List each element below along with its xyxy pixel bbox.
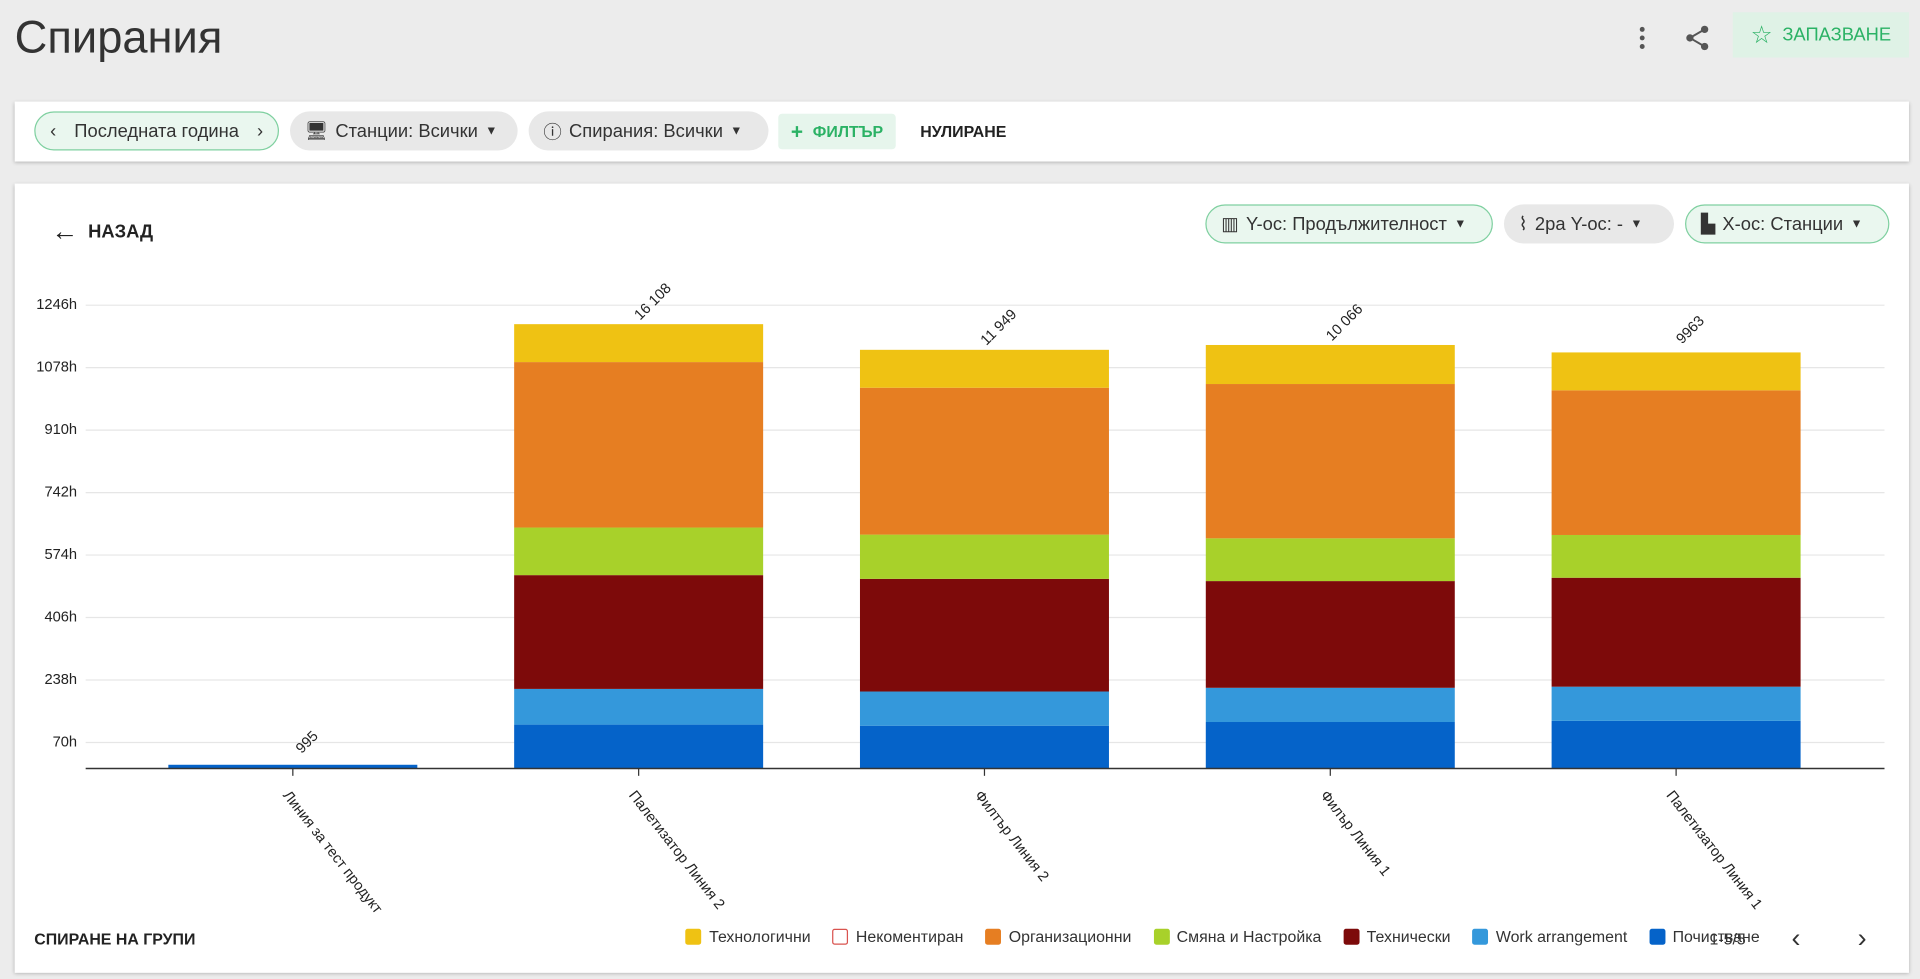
bar-segment xyxy=(514,527,764,576)
save-button[interactable]: ☆ ЗАПАЗВАНЕ xyxy=(1732,12,1909,58)
legend-swatch xyxy=(985,928,1002,945)
bar-segment xyxy=(859,387,1109,535)
bar-segment xyxy=(1551,720,1801,769)
legend-label: Work arrangement xyxy=(1495,927,1628,946)
more-icon[interactable] xyxy=(1630,24,1654,53)
bar-segment xyxy=(859,725,1109,769)
bar-segment xyxy=(1551,352,1801,391)
reset-label: НУЛИРАНЕ xyxy=(920,122,1007,141)
x-tick-label: Филър Линия 1 xyxy=(1317,788,1393,880)
save-label: ЗАПАЗВАНЕ xyxy=(1782,24,1892,46)
legend-label: Организационни xyxy=(1008,927,1132,946)
back-label: НАЗАД xyxy=(88,220,154,242)
bar-segment xyxy=(1205,344,1455,385)
y-axis-label: Y-ос: Продължителност xyxy=(1245,213,1447,235)
bar-segment xyxy=(1205,722,1455,769)
legend: Технологични Некоментиран Организационни См… xyxy=(685,927,1760,946)
reset-button[interactable]: НУЛИРАНЕ xyxy=(920,122,1006,140)
y2-axis-chip[interactable]: ⌇ 2ра Y-ос: - ▼ xyxy=(1503,204,1675,244)
total-label: 9963 xyxy=(1674,313,1708,347)
total-label: 995 xyxy=(293,728,322,757)
x-tick-label: Палетизатор Линия 1 xyxy=(1663,788,1765,913)
x-axis-label: X-ос: Станции xyxy=(1722,213,1844,235)
y-tick-label: 1078h xyxy=(36,360,77,376)
legend-swatch xyxy=(832,928,849,945)
page-title: Спирания xyxy=(14,12,223,63)
y-axis-chip[interactable]: ▥ Y-ос: Продължителност ▼ xyxy=(1205,204,1493,244)
total-label: 10 066 xyxy=(1323,301,1366,344)
stops-label: Спирания: Всички xyxy=(569,120,723,142)
bar-segment xyxy=(1551,577,1801,687)
bar-segment xyxy=(1551,390,1801,535)
x-tick-label: Линия за тест продукт xyxy=(279,788,385,917)
legend-title: СПИРАНЕ НА ГРУПИ xyxy=(34,930,196,949)
legend-label: Смяна и Настройка xyxy=(1176,927,1322,946)
legend-item[interactable]: Организационни xyxy=(985,928,1131,946)
x-tick-label: Палетизатор Линия 2 xyxy=(625,788,727,913)
legend-item[interactable]: Почистване xyxy=(1649,927,1760,946)
bar-segment xyxy=(859,691,1109,726)
bar-segment xyxy=(859,578,1109,692)
legend-label: Технически xyxy=(1366,927,1451,946)
bar-segment xyxy=(1551,686,1801,721)
legend-label: Технологични xyxy=(709,927,811,946)
bar-segment xyxy=(514,724,764,769)
legend-swatch xyxy=(1472,928,1489,945)
legend-item[interactable]: Смяна и Настройка xyxy=(1153,928,1321,946)
x-tick-label: Филтър Линия 2 xyxy=(971,788,1052,885)
y-tick-label: 742h xyxy=(44,484,77,500)
stations-label: Станции: Всички xyxy=(335,120,478,142)
stations-chip[interactable]: 🖥 Станции: Всички ▼ xyxy=(290,111,518,151)
stops-chip[interactable]: ⓘ Спирания: Всички ▼ xyxy=(528,111,769,151)
bar-segment xyxy=(514,362,764,528)
add-filter-label: ФИЛТЪР xyxy=(812,122,884,141)
y-tick-label: 406h xyxy=(44,609,77,625)
add-filter-button[interactable]: + ФИЛТЪР xyxy=(778,113,896,150)
bar-segment xyxy=(1205,687,1455,723)
legend-item[interactable]: Work arrangement xyxy=(1472,927,1628,946)
share-icon[interactable] xyxy=(1684,24,1711,51)
y-tick-label: 70h xyxy=(53,734,77,750)
y-tick-label: 1246h xyxy=(36,297,77,313)
bar-segment xyxy=(859,349,1109,388)
bar-segment xyxy=(168,764,418,769)
pagination: 1-5/5 xyxy=(1709,930,1746,949)
bar-segment xyxy=(514,688,764,725)
bar-segment xyxy=(1205,384,1455,539)
legend-item[interactable]: Технически xyxy=(1343,927,1451,946)
bar-segment xyxy=(1551,534,1801,578)
bar-segment xyxy=(514,575,764,689)
legend-item[interactable]: Технологични xyxy=(685,927,811,946)
legend-label: Почистване xyxy=(1672,927,1760,946)
y-tick-label: 910h xyxy=(44,422,77,438)
legend-swatch xyxy=(1649,928,1666,945)
bar-segment xyxy=(1205,538,1455,582)
bar-segment xyxy=(514,324,764,363)
period-label: Последната година xyxy=(74,120,239,142)
y2-axis-label: 2ра Y-ос: - xyxy=(1534,213,1624,235)
legend-item[interactable]: Некоментиран xyxy=(832,927,964,946)
back-button[interactable]: ← НАЗАД xyxy=(51,215,154,246)
legend-swatch xyxy=(685,928,702,945)
legend-swatch xyxy=(1343,928,1360,945)
y-tick-label: 238h xyxy=(44,672,77,688)
next-page[interactable]: › xyxy=(1857,922,1867,954)
y-tick-label: 574h xyxy=(44,547,77,563)
total-label: 11 949 xyxy=(978,307,1020,349)
legend-swatch xyxy=(1153,928,1170,945)
bar-segment xyxy=(859,534,1109,579)
prev-page[interactable]: ‹ xyxy=(1791,922,1801,954)
bar-segment xyxy=(1205,581,1455,688)
x-axis-chip[interactable]: ▙ X-ос: Станции ▼ xyxy=(1685,204,1890,244)
legend-label: Некоментиран xyxy=(855,927,964,946)
period-chip[interactable]: ‹ Последната година › xyxy=(34,111,280,151)
total-label: 16 108 xyxy=(632,281,675,324)
